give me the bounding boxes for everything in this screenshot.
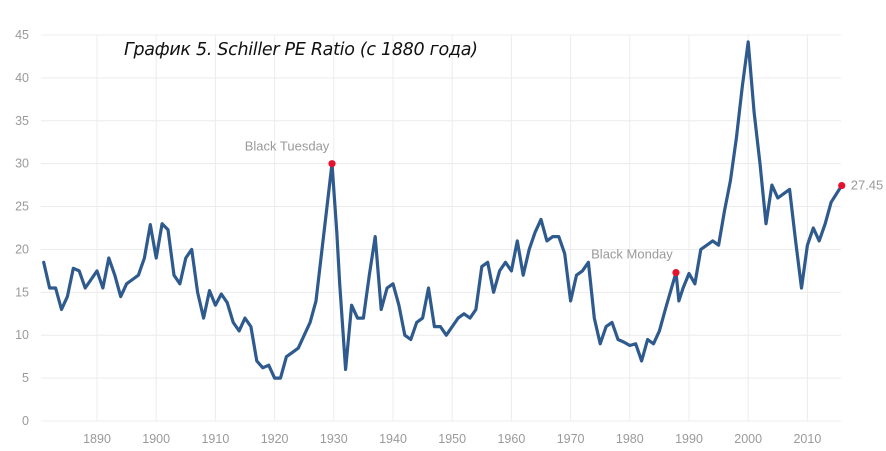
x-tick-label: 1970 [557, 432, 585, 446]
highlight-point [672, 269, 680, 277]
grid [41, 34, 841, 422]
x-tick-label: 1900 [142, 432, 170, 446]
x-tick-label: 2000 [734, 432, 762, 446]
highlight-point [328, 160, 336, 168]
x-tick-label: 1890 [83, 432, 111, 446]
y-tick-label: 35 [15, 114, 29, 128]
annotation-label: Black Tuesday [245, 139, 330, 154]
x-tick-label: 2010 [793, 432, 821, 446]
y-tick-label: 10 [15, 328, 29, 342]
y-tick-label: 15 [15, 285, 29, 299]
x-tick-label: 1910 [201, 432, 229, 446]
x-axis: 1890 1900 1910 1920 1930 1940 1950 1960 1970 1980… [83, 432, 821, 446]
x-tick-label: 1990 [675, 432, 703, 446]
highlight-point [838, 181, 846, 190]
chart-title: График 5. Schiller PE Ratio (с 1880 года… [124, 40, 478, 60]
annotation-label: Black Monday [591, 247, 673, 262]
x-tick-label: 1980 [616, 432, 644, 446]
x-tick-label: 1930 [320, 432, 348, 446]
y-tick-label: 45 [15, 28, 29, 42]
x-tick-label: 1940 [379, 432, 407, 446]
y-axis: 0 5 10 15 20 25 30 35 40 45 [15, 28, 29, 428]
y-tick-label: 20 [15, 242, 29, 256]
y-tick-label: 0 [22, 414, 29, 428]
y-tick-label: 25 [15, 200, 29, 214]
annotations: Black Tuesday Black Monday 27.45 [245, 139, 884, 277]
series-line [42, 40, 844, 380]
x-tick-label: 1920 [261, 432, 289, 446]
y-tick-label: 40 [15, 71, 29, 85]
last-value-label: 27.45 [851, 178, 884, 193]
x-tick-label: 1950 [438, 432, 466, 446]
y-tick-label: 30 [15, 157, 29, 171]
x-tick-label: 1960 [497, 432, 525, 446]
y-tick-label: 5 [22, 371, 29, 385]
